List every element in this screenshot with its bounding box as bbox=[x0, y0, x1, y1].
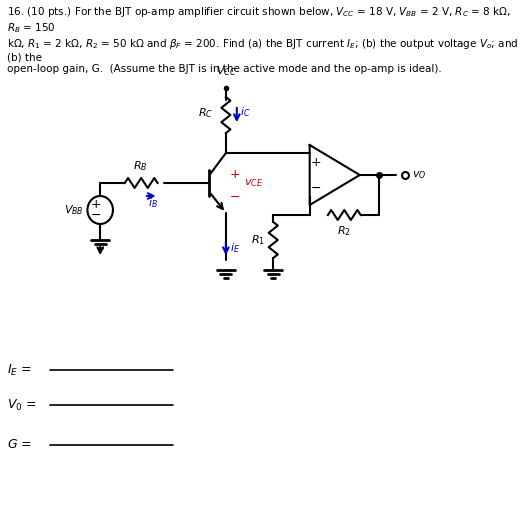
Text: +: + bbox=[311, 156, 321, 168]
Text: $v_{CE}$: $v_{CE}$ bbox=[244, 177, 263, 189]
Text: $R_B$: $R_B$ bbox=[133, 159, 147, 173]
Text: $G$ =: $G$ = bbox=[7, 438, 32, 452]
Text: −: − bbox=[230, 191, 240, 203]
Text: $V_{BB}$: $V_{BB}$ bbox=[64, 203, 84, 217]
Text: $V_{CC}$: $V_{CC}$ bbox=[215, 64, 236, 78]
Text: $R_C$: $R_C$ bbox=[198, 106, 213, 120]
Text: $V_0$ =: $V_0$ = bbox=[7, 398, 37, 413]
Text: −: − bbox=[90, 209, 101, 221]
Text: $i_B$: $i_B$ bbox=[147, 196, 157, 210]
Text: +: + bbox=[90, 198, 101, 212]
Text: +: + bbox=[230, 168, 240, 181]
Text: −: − bbox=[311, 181, 321, 195]
Text: $v_O$: $v_O$ bbox=[412, 169, 426, 181]
Text: $i_E$: $i_E$ bbox=[231, 241, 241, 255]
Text: $I_E$ =: $I_E$ = bbox=[7, 363, 32, 377]
Text: $R_2$: $R_2$ bbox=[337, 224, 351, 238]
Text: $R_1$: $R_1$ bbox=[251, 233, 265, 247]
Text: 16. (10 pts.) For the BJT op-amp amplifier circuit shown below, $V_{CC}$ = 18 V,: 16. (10 pts.) For the BJT op-amp amplifi… bbox=[7, 5, 519, 74]
Text: $i_C$: $i_C$ bbox=[240, 105, 250, 119]
